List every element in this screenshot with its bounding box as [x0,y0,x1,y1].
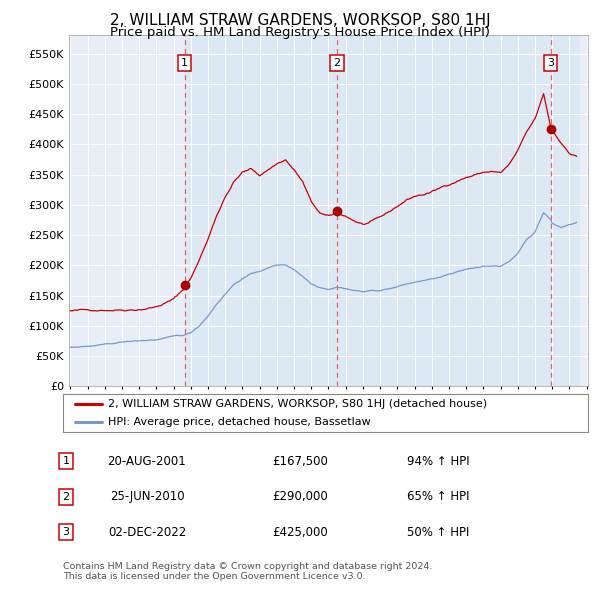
Text: 3: 3 [62,527,70,537]
Text: 2: 2 [334,58,340,68]
Text: £425,000: £425,000 [272,526,328,539]
Bar [337,35,551,386]
Text: HPI: Average price, detached house, Bassetlaw: HPI: Average price, detached house, Bass… [107,417,370,427]
Text: Contains HM Land Registry data © Crown copyright and database right 2024.
This d: Contains HM Land Registry data © Crown c… [63,562,433,581]
Text: 25-JUN-2010: 25-JUN-2010 [110,490,184,503]
Text: 20-AUG-2001: 20-AUG-2001 [107,455,187,468]
Text: 94% ↑ HPI: 94% ↑ HPI [407,455,469,468]
Text: Price paid vs. HM Land Registry's House Price Index (HPI): Price paid vs. HM Land Registry's House … [110,26,490,39]
Text: 2, WILLIAM STRAW GARDENS, WORKSOP, S80 1HJ: 2, WILLIAM STRAW GARDENS, WORKSOP, S80 1… [110,13,490,28]
Text: 1: 1 [181,58,188,68]
Text: 50% ↑ HPI: 50% ↑ HPI [407,526,469,539]
Text: £290,000: £290,000 [272,490,328,503]
Text: 3: 3 [547,58,554,68]
Text: 02-DEC-2022: 02-DEC-2022 [108,526,186,539]
Text: 2, WILLIAM STRAW GARDENS, WORKSOP, S80 1HJ (detached house): 2, WILLIAM STRAW GARDENS, WORKSOP, S80 1… [107,399,487,409]
Bar [551,35,580,386]
Text: 1: 1 [62,457,70,466]
Bar [185,35,337,386]
Text: 65% ↑ HPI: 65% ↑ HPI [407,490,469,503]
Text: 2: 2 [62,492,70,502]
Text: £167,500: £167,500 [272,455,328,468]
